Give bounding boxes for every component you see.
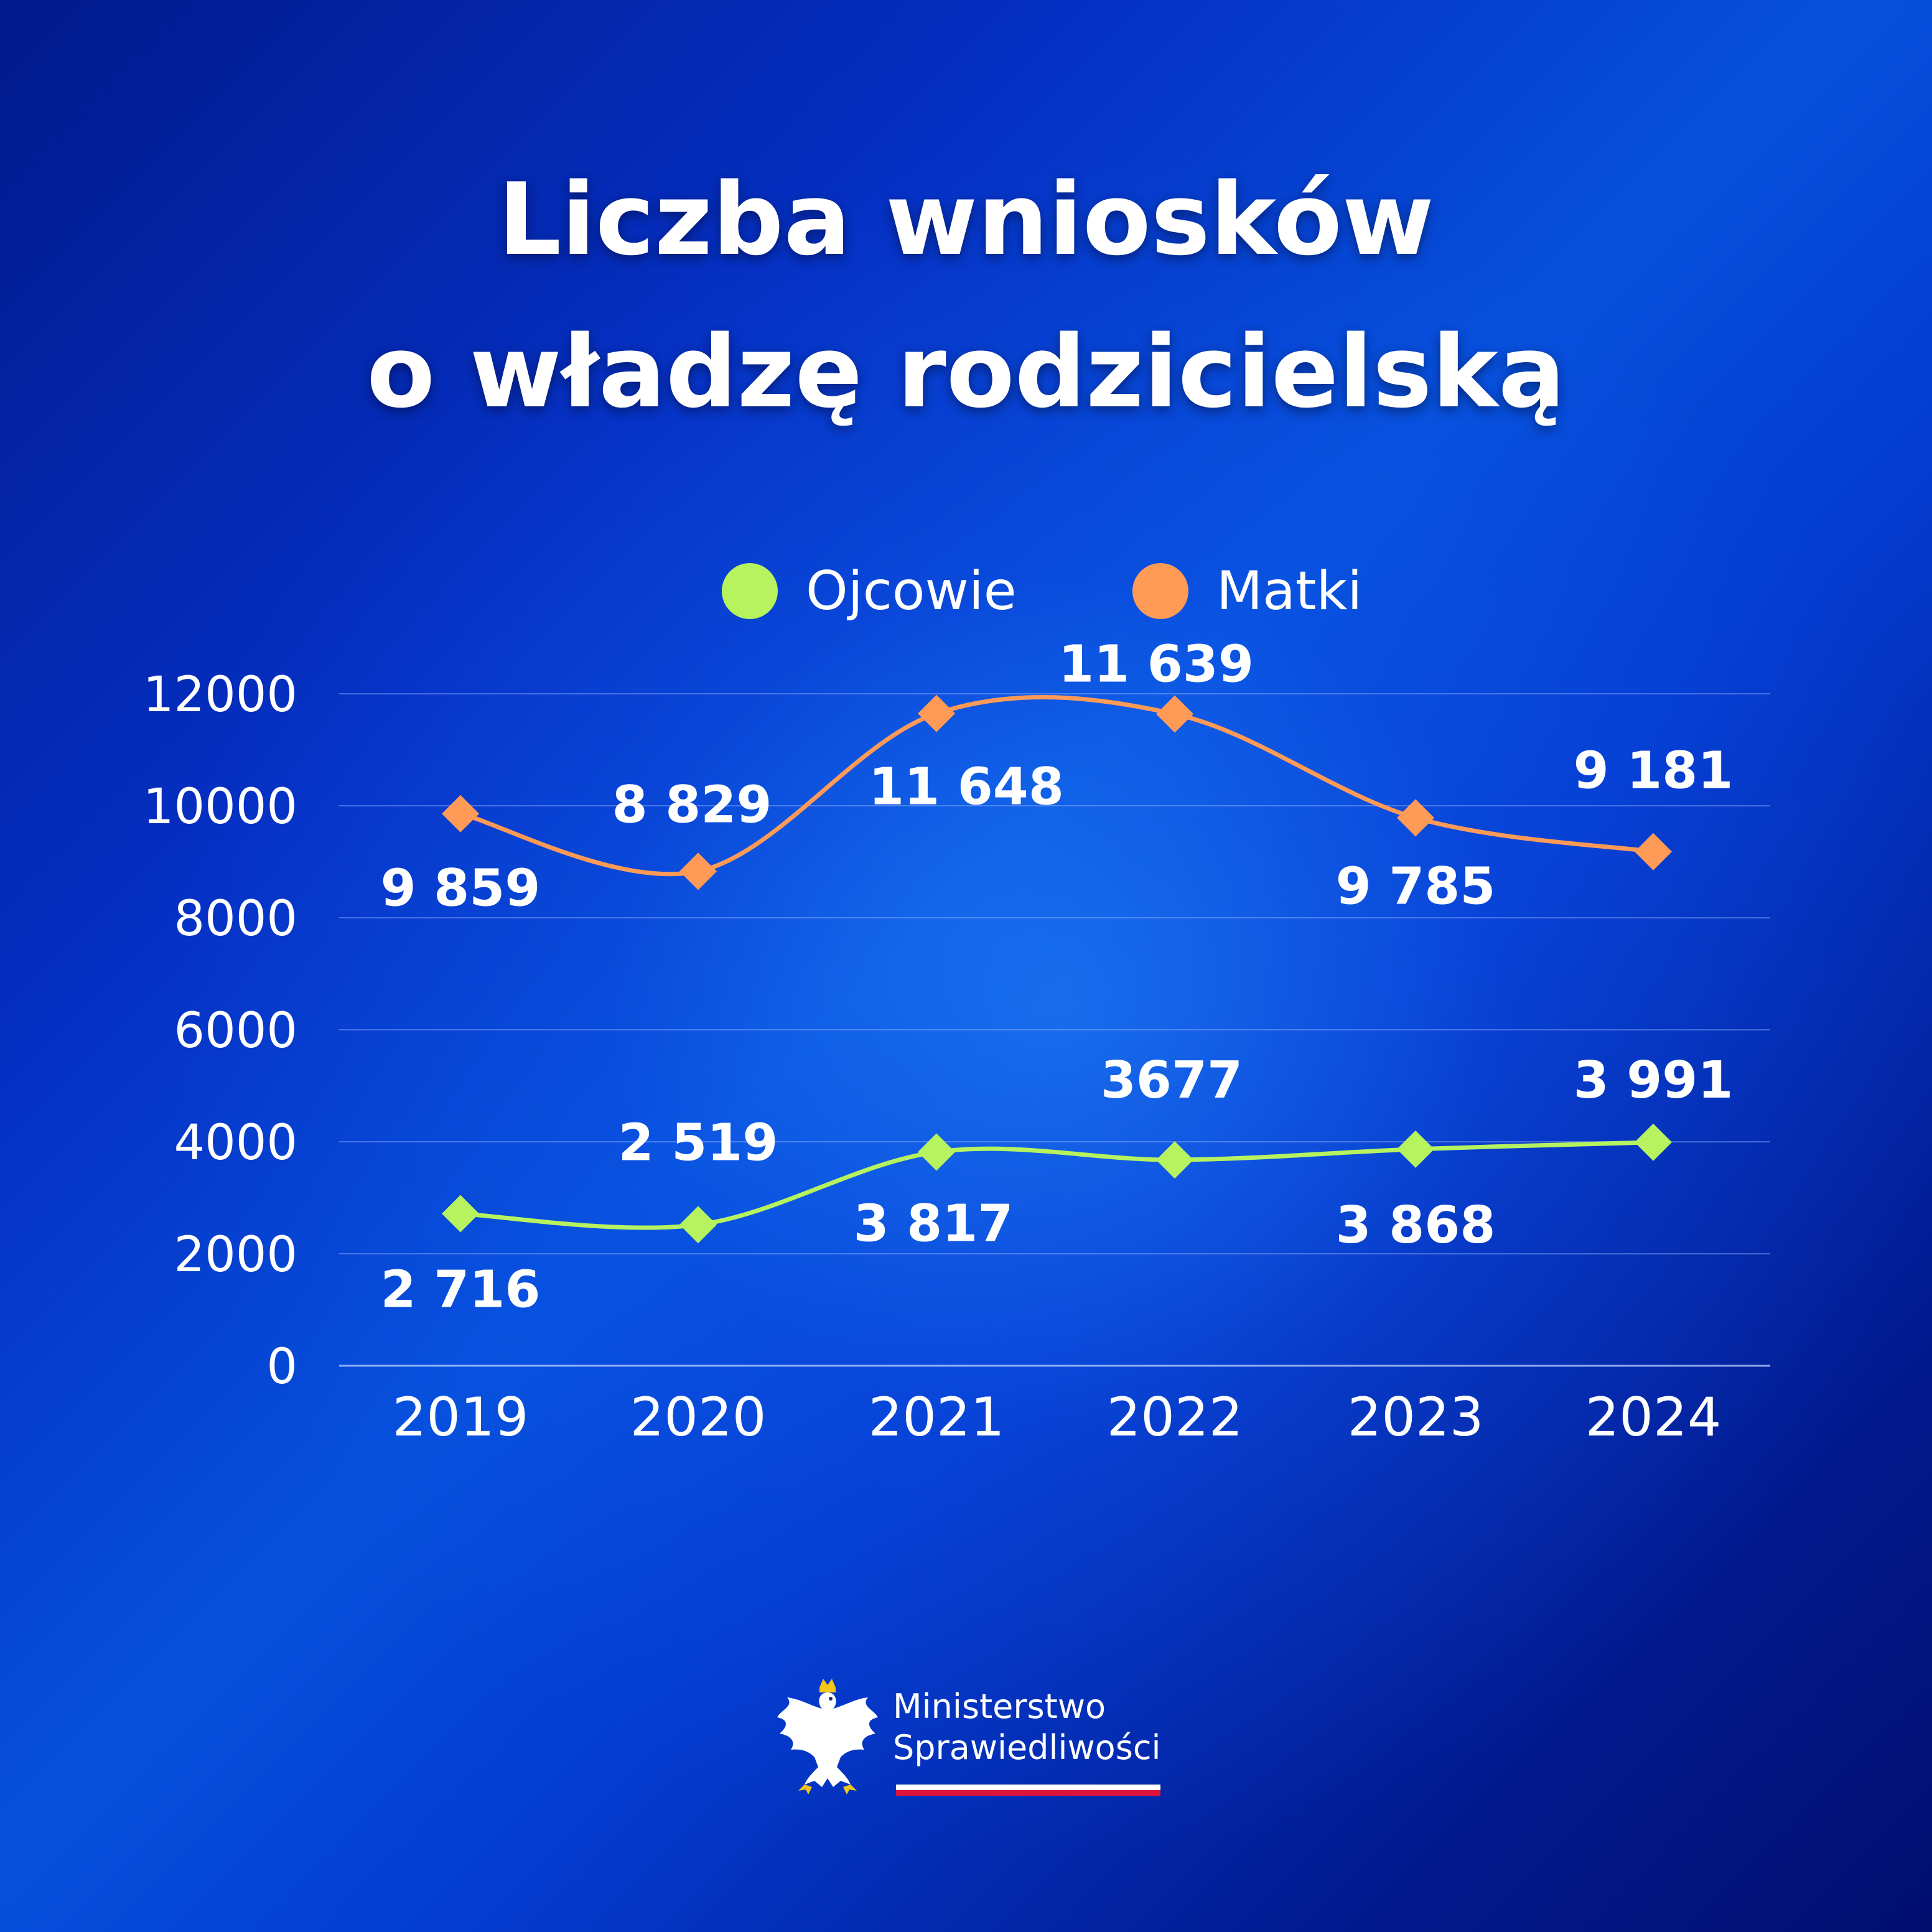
legend: Ojcowie Matki xyxy=(0,560,1932,622)
data-point-marker xyxy=(1397,799,1434,837)
data-label: 11 648 xyxy=(869,758,1064,817)
data-label: 3 868 xyxy=(1336,1196,1496,1255)
legend-dot-matki xyxy=(1132,563,1188,619)
data-point-marker xyxy=(1635,833,1672,870)
data-point-marker xyxy=(918,694,955,732)
x-tick-label: 2023 xyxy=(1348,1386,1484,1449)
title-line-1: Liczba wniosków xyxy=(498,161,1434,278)
data-label: 3677 xyxy=(1101,1051,1243,1110)
series-line-ojcowie xyxy=(458,1140,1656,1230)
data-point-marker xyxy=(442,795,479,833)
legend-label-matki: Matki xyxy=(1216,560,1363,622)
flag-stripe-white xyxy=(896,1785,1160,1790)
ministry-name-line-2: Sprawiedliwości xyxy=(893,1728,1161,1767)
x-tick-label: 2019 xyxy=(393,1386,529,1449)
data-label: 3 991 xyxy=(1574,1051,1734,1110)
y-tick-label: 4000 xyxy=(174,1115,297,1171)
y-tick-label: 8000 xyxy=(174,891,297,947)
chart-title: Liczba wniosków o władzę rodzicielską xyxy=(0,143,1932,448)
ministry-logo: Ministerstwo Sprawiedliwości xyxy=(768,1674,1167,1811)
y-tick-label: 10000 xyxy=(143,779,297,835)
data-point-marker xyxy=(679,1206,717,1244)
x-tick-label: 2020 xyxy=(630,1386,767,1449)
y-tick-label: 2000 xyxy=(174,1227,297,1283)
data-point-marker xyxy=(1397,1130,1434,1168)
data-label: 2 716 xyxy=(381,1261,541,1320)
x-tick-label: 2024 xyxy=(1585,1386,1722,1449)
data-label: 9 859 xyxy=(381,859,541,918)
data-point-marker xyxy=(918,1133,955,1171)
ministry-name: Ministerstwo Sprawiedliwości xyxy=(893,1686,1161,1768)
y-tick-label: 6000 xyxy=(174,1003,297,1059)
legend-label-ojcowie: Ojcowie xyxy=(806,560,1017,622)
data-label: 11 639 xyxy=(1058,635,1254,694)
ministry-name-line-1: Ministerstwo xyxy=(893,1687,1106,1726)
legend-dot-ojcowie xyxy=(722,563,778,619)
data-label: 9 785 xyxy=(1336,857,1496,916)
data-label: 8 829 xyxy=(612,775,772,834)
eagle-emblem-icon xyxy=(777,1679,878,1794)
data-label: 2 519 xyxy=(618,1113,778,1172)
flag-stripe-red xyxy=(896,1790,1160,1796)
data-point-marker xyxy=(1156,1141,1193,1179)
y-tick-label: 0 xyxy=(266,1339,297,1395)
data-point-marker xyxy=(1635,1123,1672,1161)
data-point-marker xyxy=(1156,695,1193,733)
y-tick-label: 12000 xyxy=(143,667,297,723)
data-label: 9 181 xyxy=(1574,742,1734,801)
data-label: 3 817 xyxy=(854,1194,1014,1253)
data-point-marker xyxy=(442,1195,479,1233)
data-point-marker xyxy=(679,852,717,890)
title-line-2: o władzę rodzicielską xyxy=(366,314,1566,430)
x-tick-label: 2022 xyxy=(1107,1386,1243,1449)
series-line-matki xyxy=(458,694,1656,877)
x-tick-label: 2021 xyxy=(869,1386,1005,1449)
